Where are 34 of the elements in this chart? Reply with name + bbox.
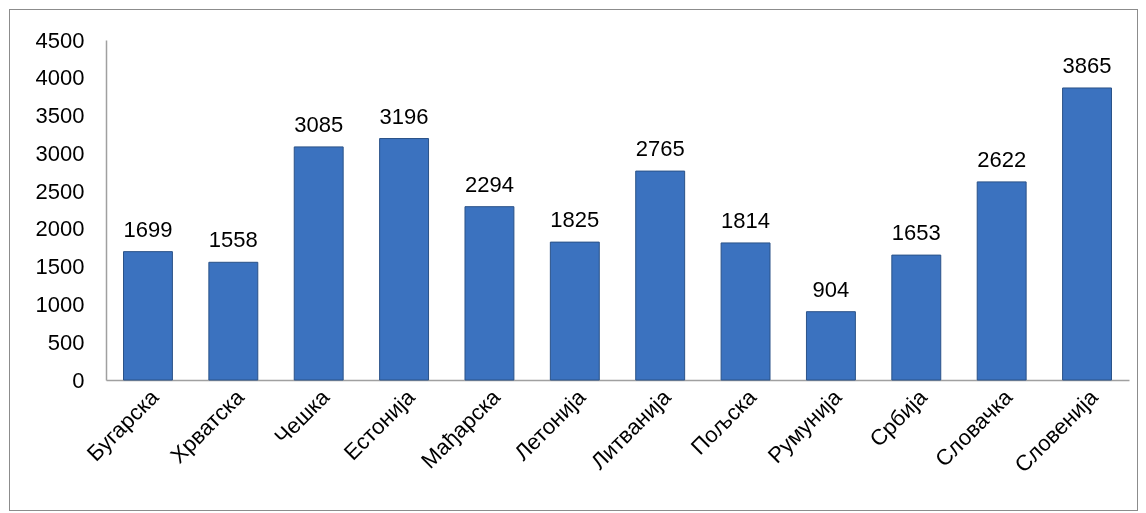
bar bbox=[549, 241, 600, 381]
y-tick-label: 3500 bbox=[35, 103, 85, 129]
bar bbox=[208, 261, 259, 381]
data-label: 1558 bbox=[208, 227, 258, 253]
data-label: 3085 bbox=[294, 111, 344, 137]
bar bbox=[123, 251, 173, 381]
bar bbox=[464, 206, 515, 381]
y-tick-label: 500 bbox=[47, 329, 85, 355]
bar bbox=[635, 170, 686, 381]
data-label: 1699 bbox=[123, 216, 173, 242]
bar bbox=[293, 146, 344, 381]
data-label: 1825 bbox=[550, 207, 600, 233]
y-tick-label: 1000 bbox=[35, 291, 85, 317]
bar bbox=[1062, 87, 1112, 381]
data-label: 904 bbox=[812, 276, 850, 302]
bar bbox=[720, 242, 771, 381]
y-tick-label: 4000 bbox=[35, 65, 85, 91]
y-tick-label: 4500 bbox=[35, 27, 85, 53]
data-label: 2294 bbox=[464, 171, 514, 197]
data-label: 3865 bbox=[1062, 52, 1112, 78]
bar bbox=[379, 138, 430, 381]
data-label: 2622 bbox=[977, 146, 1027, 172]
data-label: 3196 bbox=[379, 103, 429, 129]
y-tick-label: 3000 bbox=[35, 140, 85, 166]
y-tick-label: 0 bbox=[72, 367, 85, 393]
bar bbox=[976, 181, 1027, 381]
y-tick-label: 1500 bbox=[35, 254, 85, 280]
y-tick-label: 2000 bbox=[35, 216, 85, 242]
data-label: 2765 bbox=[635, 136, 685, 162]
bar bbox=[891, 254, 942, 381]
bar bbox=[805, 311, 856, 381]
y-tick-label: 2500 bbox=[35, 178, 85, 204]
data-label: 1653 bbox=[891, 220, 941, 246]
data-label: 1814 bbox=[721, 207, 771, 233]
